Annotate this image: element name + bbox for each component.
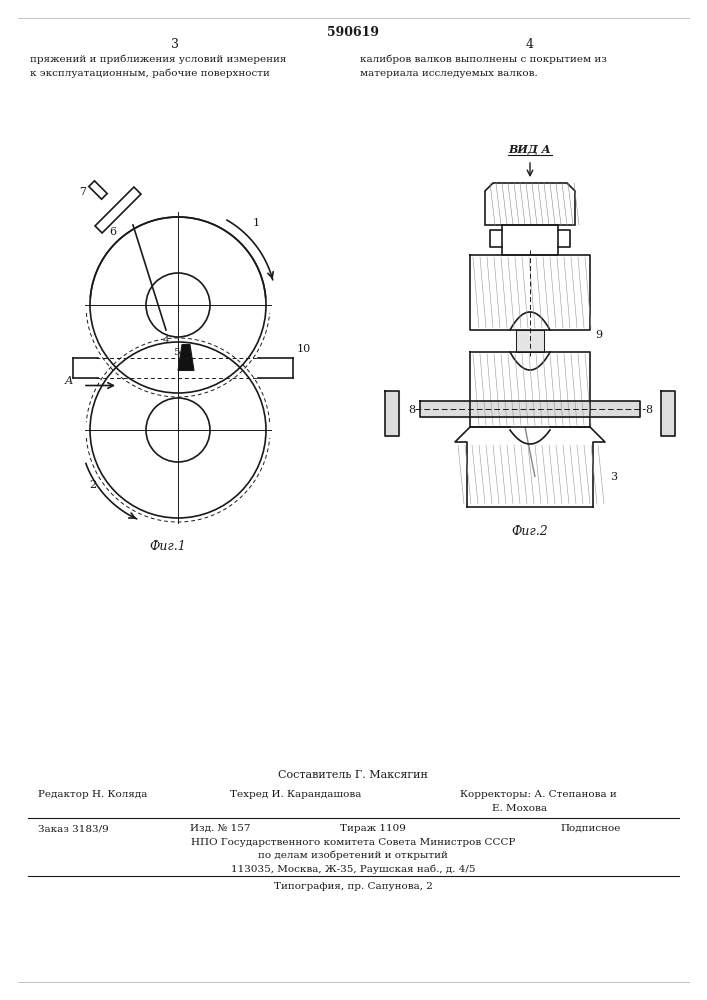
Text: 113035, Москва, Ж-35, Раушская наб., д. 4/5: 113035, Москва, Ж-35, Раушская наб., д. … [230,864,475,874]
Text: 10: 10 [297,344,311,355]
Text: 2: 2 [89,480,96,490]
Polygon shape [516,330,544,352]
Polygon shape [420,401,640,417]
Text: 4: 4 [526,38,534,51]
Text: Корректоры: А. Степанова и: Корректоры: А. Степанова и [460,790,617,799]
Text: 4: 4 [163,336,169,345]
Text: Заказ 3183/9: Заказ 3183/9 [38,824,109,833]
Text: Техред И. Карандашова: Техред И. Карандашова [230,790,361,799]
Polygon shape [178,344,194,370]
Text: Фиг.1: Фиг.1 [150,540,187,553]
Text: Редактор Н. Коляда: Редактор Н. Коляда [38,790,147,799]
Polygon shape [661,391,675,436]
Text: Типография, пр. Сапунова, 2: Типография, пр. Сапунова, 2 [274,882,433,891]
Text: 7: 7 [79,187,86,197]
Text: Фиг.2: Фиг.2 [512,525,549,538]
Text: 6: 6 [110,227,117,237]
Text: А: А [64,376,73,386]
Text: пряжений и приближения условий измерения
к эксплуатационным, рабочие поверхности: пряжений и приближения условий измерения… [30,55,286,79]
Text: Изд. № 157: Изд. № 157 [190,824,250,833]
Text: НПО Государственного комитета Совета Министров СССР: НПО Государственного комитета Совета Мин… [191,838,515,847]
Text: калибров валков выполнены с покрытием из
материала исследуемых валков.: калибров валков выполнены с покрытием из… [360,55,607,78]
Text: 9: 9 [595,330,602,340]
Text: 1: 1 [253,218,260,228]
Text: 590619: 590619 [327,26,379,39]
Text: Подписное: Подписное [560,824,620,833]
Text: 8: 8 [408,405,415,415]
Text: Тираж 1109: Тираж 1109 [340,824,406,833]
Text: 5: 5 [173,348,180,357]
Text: 3: 3 [171,38,179,51]
Text: по делам изобретений и открытий: по делам изобретений и открытий [258,851,448,860]
Text: 8: 8 [645,405,652,415]
Text: Е. Мохова: Е. Мохова [492,804,547,813]
Polygon shape [525,427,535,477]
Text: Составитель Г. Максягин: Составитель Г. Максягин [278,770,428,780]
Polygon shape [385,391,399,436]
Text: 3: 3 [610,472,617,482]
Text: ВИД А: ВИД А [509,144,551,155]
